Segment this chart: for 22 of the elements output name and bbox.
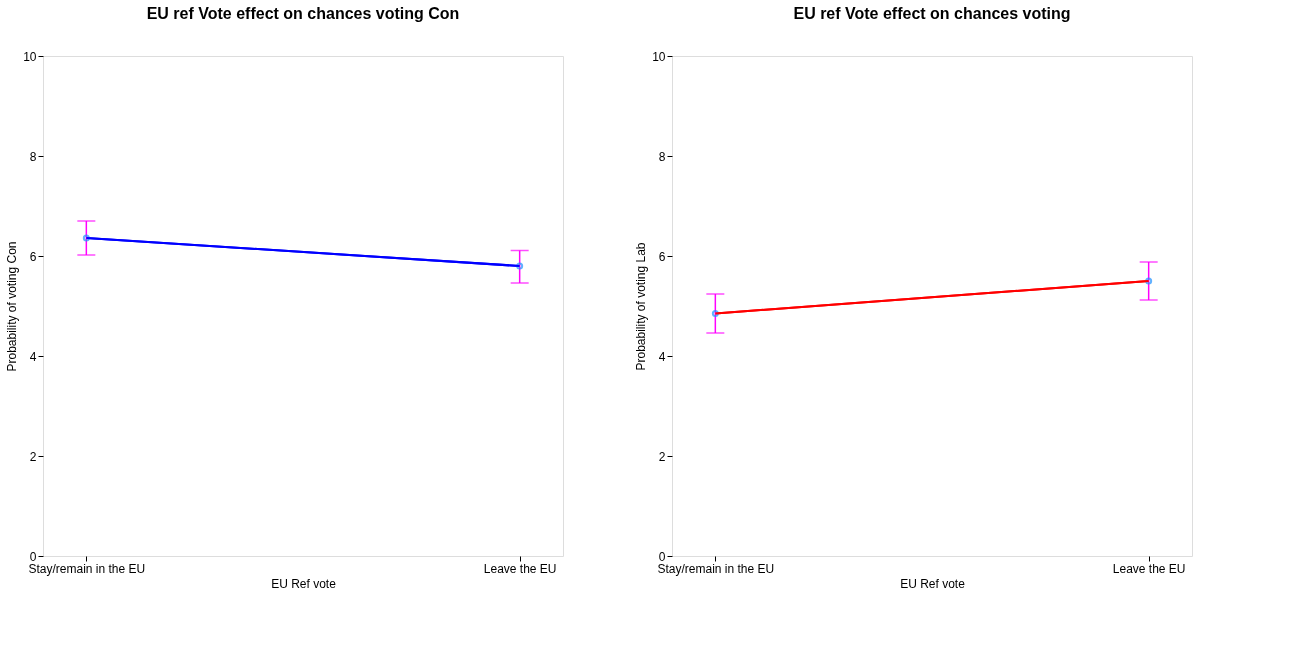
chart-title: EU ref Vote effect on chances voting Con — [146, 5, 460, 22]
y-tick-label: 2 — [29, 449, 37, 464]
y-tick-label: 4 — [658, 349, 666, 364]
y-tick-label: 8 — [29, 149, 37, 164]
x-axis-title: EU Ref vote — [900, 576, 966, 591]
y-tick-label: 6 — [29, 249, 37, 264]
x-tick-label: Stay/remain in the EU — [28, 561, 146, 576]
y-axis-title: Probability of voting Con — [5, 241, 20, 372]
y-tick-label: 8 — [658, 149, 666, 164]
y-axis-title: Probability of voting Lab — [634, 242, 649, 371]
chart-title: EU ref Vote effect on chances voting — [793, 5, 1071, 22]
x-tick-label: Stay/remain in the EU — [657, 561, 775, 576]
y-tick-label: 4 — [29, 349, 37, 364]
y-tick-label: 10 — [652, 49, 666, 64]
y-tick-label: 2 — [658, 449, 666, 464]
x-tick-label: Leave the EU — [1112, 561, 1186, 576]
y-tick-label: 10 — [23, 49, 37, 64]
x-axis-title: EU Ref vote — [271, 576, 337, 591]
y-tick-label: 0 — [658, 549, 666, 564]
y-tick-label: 0 — [29, 549, 37, 564]
y-tick-label: 6 — [658, 249, 666, 264]
x-tick-label: Leave the EU — [483, 561, 557, 576]
